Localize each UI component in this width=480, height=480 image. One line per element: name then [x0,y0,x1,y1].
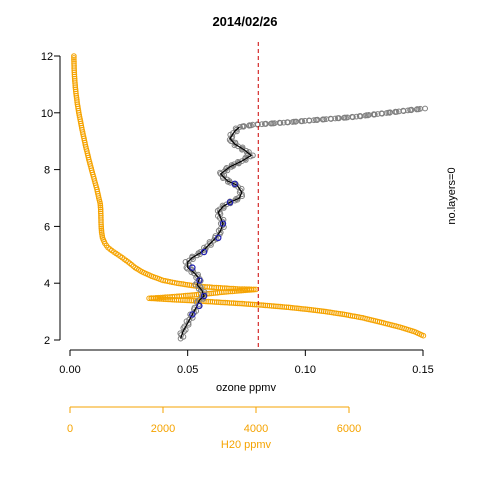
x-tick-label: 0.10 [295,364,316,376]
ozone-point [341,114,348,121]
h2o-point [71,55,77,61]
h2o-point [97,204,104,211]
ozone-point [408,106,415,113]
h2o-point [98,227,105,233]
secondary-x-tick-label: 6000 [337,423,361,435]
y-tick-label: 8 [44,165,50,177]
y-tick-label: 4 [44,278,50,290]
ozone-point [422,105,429,112]
x-axis-title: ozone ppmv [216,382,276,394]
ozone-point [363,112,370,119]
h2o-point [420,332,427,339]
ozone-smooth-line [180,126,253,339]
h2o-point [98,223,104,230]
layer-marker [200,248,208,256]
ozone-point [370,111,377,118]
layer-marker [189,264,196,271]
x-tick-label: 0.05 [177,364,198,376]
y-tick-label: 10 [41,108,53,120]
x-tick-label: 0.00 [59,364,80,376]
h2o-point [98,221,104,228]
ozone-point [240,123,247,129]
chart-title: 2014/02/26 [212,14,277,29]
h2o-point [97,200,103,207]
layer-marker [200,292,208,300]
ozone-series [177,105,429,342]
ozone-point [237,124,243,130]
ozone-point [349,113,356,120]
ozone-point [332,115,339,122]
h2o-point [98,225,105,232]
secondary-x-tick-label: 2000 [151,423,175,435]
ozone-point [320,116,326,123]
ozone-point [276,119,283,126]
h2o-point [97,202,104,209]
side-label: no.layers=0 [446,167,458,224]
secondary-x-tick-label: 0 [67,423,73,435]
x-tick-label: 0.15 [412,364,433,376]
ozone-point [246,122,253,128]
layer-marker [226,199,234,206]
ozone-point [236,159,242,166]
ozone-point [291,118,297,125]
layer-marker [196,277,203,284]
ozone-point [259,121,265,128]
layer-marker [219,220,227,227]
layer-marker [196,302,203,310]
ozone-point [405,107,411,114]
ozone-point [353,113,360,120]
ozone-point [190,268,197,274]
layer-marker [231,180,238,187]
y-axis: 2 4 6 8 10 12 [41,51,61,347]
secondary-x-axis: 0 2000 4000 6000 [67,406,361,435]
y-tick-label: 12 [41,51,53,63]
h2o-series [71,53,427,339]
x-axis: 0.00 0.05 0.10 0.15 [59,349,434,376]
ozone-point [311,117,317,124]
ozone-point [280,119,287,126]
ozone-point [269,120,275,127]
marker-series [189,180,238,318]
secondary-x-tick-label: 4000 [244,423,268,435]
y-tick-label: 2 [44,335,50,347]
h2o-point [71,57,77,63]
ozone-point [298,118,305,124]
layer-marker [189,311,196,318]
h2o-point [71,53,77,59]
ozone-point [392,108,399,115]
secondary-x-axis-title: H20 ppmv [221,439,272,451]
ozone-point [314,116,321,123]
ozone-line-series [180,126,253,339]
ozone-point [414,106,421,112]
y-tick-label: 6 [44,221,50,233]
layer-marker [215,234,222,241]
